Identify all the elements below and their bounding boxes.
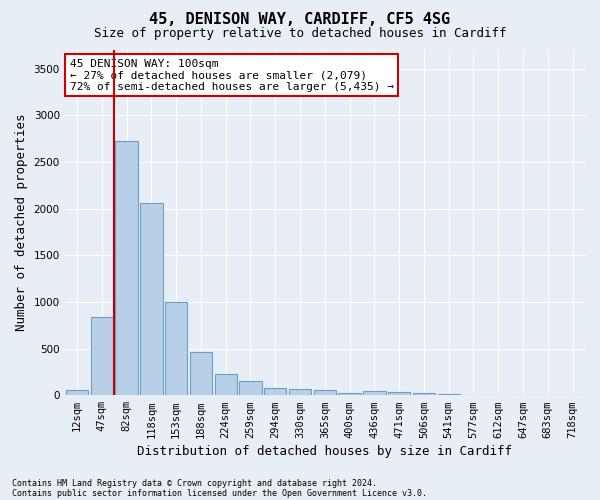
Text: Size of property relative to detached houses in Cardiff: Size of property relative to detached ho… (94, 28, 506, 40)
Bar (413, 394, 435, 395)
Text: Contains HM Land Registry data © Crown copyright and database right 2024.: Contains HM Land Registry data © Crown c… (12, 478, 377, 488)
Bar (388, 392, 410, 395)
Text: Contains public sector information licensed under the Open Government Licence v3: Contains public sector information licen… (12, 488, 427, 498)
Bar (165, 302, 187, 395)
Bar (363, 390, 386, 395)
X-axis label: Distribution of detached houses by size in Cardiff: Distribution of detached houses by size … (137, 444, 512, 458)
Bar (437, 394, 460, 395)
Y-axis label: Number of detached properties: Number of detached properties (15, 114, 28, 332)
Bar (215, 374, 237, 395)
Bar (190, 352, 212, 395)
Bar (338, 393, 361, 395)
Bar (239, 380, 262, 395)
Text: 45, DENISON WAY, CARDIFF, CF5 4SG: 45, DENISON WAY, CARDIFF, CF5 4SG (149, 12, 451, 28)
Bar (289, 389, 311, 395)
Bar (314, 390, 336, 395)
Bar (66, 390, 88, 395)
Bar (91, 317, 113, 395)
Text: 45 DENISON WAY: 100sqm
← 27% of detached houses are smaller (2,079)
72% of semi-: 45 DENISON WAY: 100sqm ← 27% of detached… (70, 58, 394, 92)
Bar (115, 142, 138, 395)
Bar (264, 388, 286, 395)
Bar (140, 203, 163, 395)
